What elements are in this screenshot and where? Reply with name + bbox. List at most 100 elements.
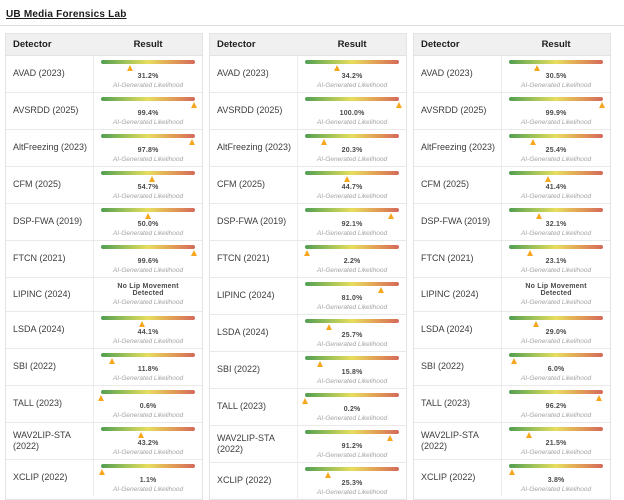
detector-cell: AltFreezing (2023) <box>6 130 95 166</box>
table-row: AVSRDD (2025) 99.4% AI-Generated Likelih… <box>6 93 202 130</box>
result-value: 44.7% <box>341 184 363 191</box>
table-body: AVAD (2023) 34.2% AI-Generated Likelihoo… <box>210 56 406 499</box>
table-row: FTCN (2021) 2.2% AI-Generated Likelihood <box>210 241 406 278</box>
result-value: 15.8% <box>341 369 363 376</box>
result-sublabel: AI-Generated Likelihood <box>521 230 592 237</box>
result-value: 41.4% <box>545 184 567 191</box>
detector-name: LIPINC (2024) <box>13 288 71 299</box>
table-row: AVAD (2023) 34.2% AI-Generated Likelihoo… <box>210 56 406 93</box>
table-row: DSP-FWA (2019) 50.0% AI-Generated Likeli… <box>6 204 202 241</box>
table-row: CFM (2025) 41.4% AI-Generated Likelihood <box>414 167 610 204</box>
likelihood-gauge <box>101 316 195 327</box>
detector-name: FTCN (2021) <box>421 253 474 264</box>
result-value: 20.3% <box>341 147 363 154</box>
result-value: 6.0% <box>547 366 565 373</box>
detector-name: WAV2LIP-STA (2022) <box>13 429 71 451</box>
likelihood-gauge <box>305 356 399 367</box>
result-sublabel: AI-Generated Likelihood <box>113 119 184 126</box>
detector-name: TALL (2023) <box>13 398 63 409</box>
gauge-gradient-bar <box>509 353 603 357</box>
result-value: No Lip Movement Detected <box>525 283 587 297</box>
gauge-marker-triangle-icon <box>144 213 151 219</box>
gauge-gradient-bar <box>509 390 603 394</box>
detector-name: FTCN (2021) <box>13 253 66 264</box>
gauge-marker-triangle-icon <box>509 469 516 475</box>
result-value: No Lip Movement Detected <box>117 283 179 297</box>
gauge-gradient-bar <box>305 208 399 212</box>
result-value: 96.2% <box>545 403 567 410</box>
result-cell: 99.4% AI-Generated Likelihood <box>94 93 202 129</box>
detector-name: LSDA (2024) <box>217 327 269 338</box>
gauge-marker-triangle-icon <box>532 321 539 327</box>
gauge-marker-triangle-icon <box>387 435 394 441</box>
result-cell: 30.5% AI-Generated Likelihood <box>502 56 610 92</box>
detector-name: CFM (2025) <box>13 179 62 190</box>
result-value: 25.7% <box>341 332 363 339</box>
detector-cell: XCLIP (2022) <box>6 460 95 496</box>
gauge-marker-triangle-icon <box>138 432 145 438</box>
result-sublabel: AI-Generated Likelihood <box>521 82 592 89</box>
detector-name: AltFreezing (2023) <box>421 142 496 153</box>
gauge-marker-triangle-icon <box>98 469 105 475</box>
gauge-gradient-bar <box>101 171 195 175</box>
result-value: 81.0% <box>341 295 363 302</box>
likelihood-gauge <box>101 245 198 256</box>
detector-name: CFM (2025) <box>217 179 266 190</box>
gauge-gradient-bar <box>305 245 399 249</box>
result-cell: 6.0% AI-Generated Likelihood <box>502 349 610 385</box>
result-cell: 21.5% AI-Generated Likelihood <box>502 423 610 459</box>
result-sublabel: AI-Generated Likelihood <box>113 230 184 237</box>
result-value: 1.1% <box>139 477 157 484</box>
result-cell: 31.2% AI-Generated Likelihood <box>94 56 202 92</box>
table-row: LIPINC (2024) 81.0% AI-Generated Likelih… <box>210 278 406 315</box>
detector-name: SBI (2022) <box>13 361 57 372</box>
detector-cell: FTCN (2021) <box>414 241 503 277</box>
detector-cell: AVAD (2023) <box>6 56 95 92</box>
gauge-marker-triangle-icon <box>320 139 327 145</box>
table-header-row: Detector Result <box>210 34 406 56</box>
result-sublabel: AI-Generated Likelihood <box>521 412 592 419</box>
gauge-gradient-bar <box>305 171 399 175</box>
result-cell: 15.8% AI-Generated Likelihood <box>298 352 406 388</box>
likelihood-gauge <box>303 245 399 256</box>
gauge-marker-triangle-icon <box>511 358 518 364</box>
likelihood-gauge <box>98 464 195 475</box>
gauge-gradient-bar <box>509 464 603 468</box>
page-title-link[interactable]: UB Media Forensics Lab <box>6 9 127 20</box>
result-cell: 44.1% AI-Generated Likelihood <box>94 312 202 348</box>
gauge-marker-triangle-icon <box>301 398 308 404</box>
header-result: Result <box>133 39 163 50</box>
table-header-row: Detector Result <box>414 34 610 56</box>
detector-cell: SBI (2022) <box>210 352 299 388</box>
gauge-gradient-bar <box>509 134 603 138</box>
gauge-marker-triangle-icon <box>534 65 541 71</box>
result-value: 44.1% <box>137 329 159 336</box>
detector-results-table: Detector Result AVAD (2023) 30.5% AI-Gen… <box>413 33 611 500</box>
result-cell: 20.3% AI-Generated Likelihood <box>298 130 406 166</box>
table-body: AVAD (2023) 30.5% AI-Generated Likelihoo… <box>414 56 610 496</box>
table-row: AltFreezing (2023) 20.3% AI-Generated Li… <box>210 130 406 167</box>
result-sublabel: AI-Generated Likelihood <box>521 119 592 126</box>
result-cell: No Lip Movement Detected AI-Generated Li… <box>502 278 610 311</box>
result-cell: 99.6% AI-Generated Likelihood <box>94 241 202 277</box>
likelihood-gauge <box>305 171 399 182</box>
likelihood-gauge <box>509 134 603 145</box>
detector-name: AVSRDD (2025) <box>13 105 79 116</box>
detector-name: LSDA (2024) <box>421 324 473 335</box>
result-sublabel: AI-Generated Likelihood <box>317 304 388 311</box>
result-cell: 92.1% AI-Generated Likelihood <box>298 204 406 240</box>
result-sublabel: AI-Generated Likelihood <box>113 375 184 382</box>
gauge-gradient-bar <box>101 134 195 138</box>
gauge-gradient-bar <box>305 134 399 138</box>
gauge-marker-triangle-icon <box>388 213 395 219</box>
gauge-gradient-bar <box>509 60 603 64</box>
table-row: WAV2LIP-STA (2022) 43.2% AI-Generated Li… <box>6 423 202 460</box>
table-row: LIPINC (2024) No Lip Movement Detected A… <box>414 278 610 312</box>
result-cell: 44.7% AI-Generated Likelihood <box>298 167 406 203</box>
result-cell: 32.1% AI-Generated Likelihood <box>502 204 610 240</box>
result-sublabel: AI-Generated Likelihood <box>317 193 388 200</box>
likelihood-gauge <box>101 134 196 145</box>
page-header: UB Media Forensics Lab <box>0 0 624 26</box>
likelihood-gauge <box>305 134 399 145</box>
detector-cell: TALL (2023) <box>414 386 503 422</box>
